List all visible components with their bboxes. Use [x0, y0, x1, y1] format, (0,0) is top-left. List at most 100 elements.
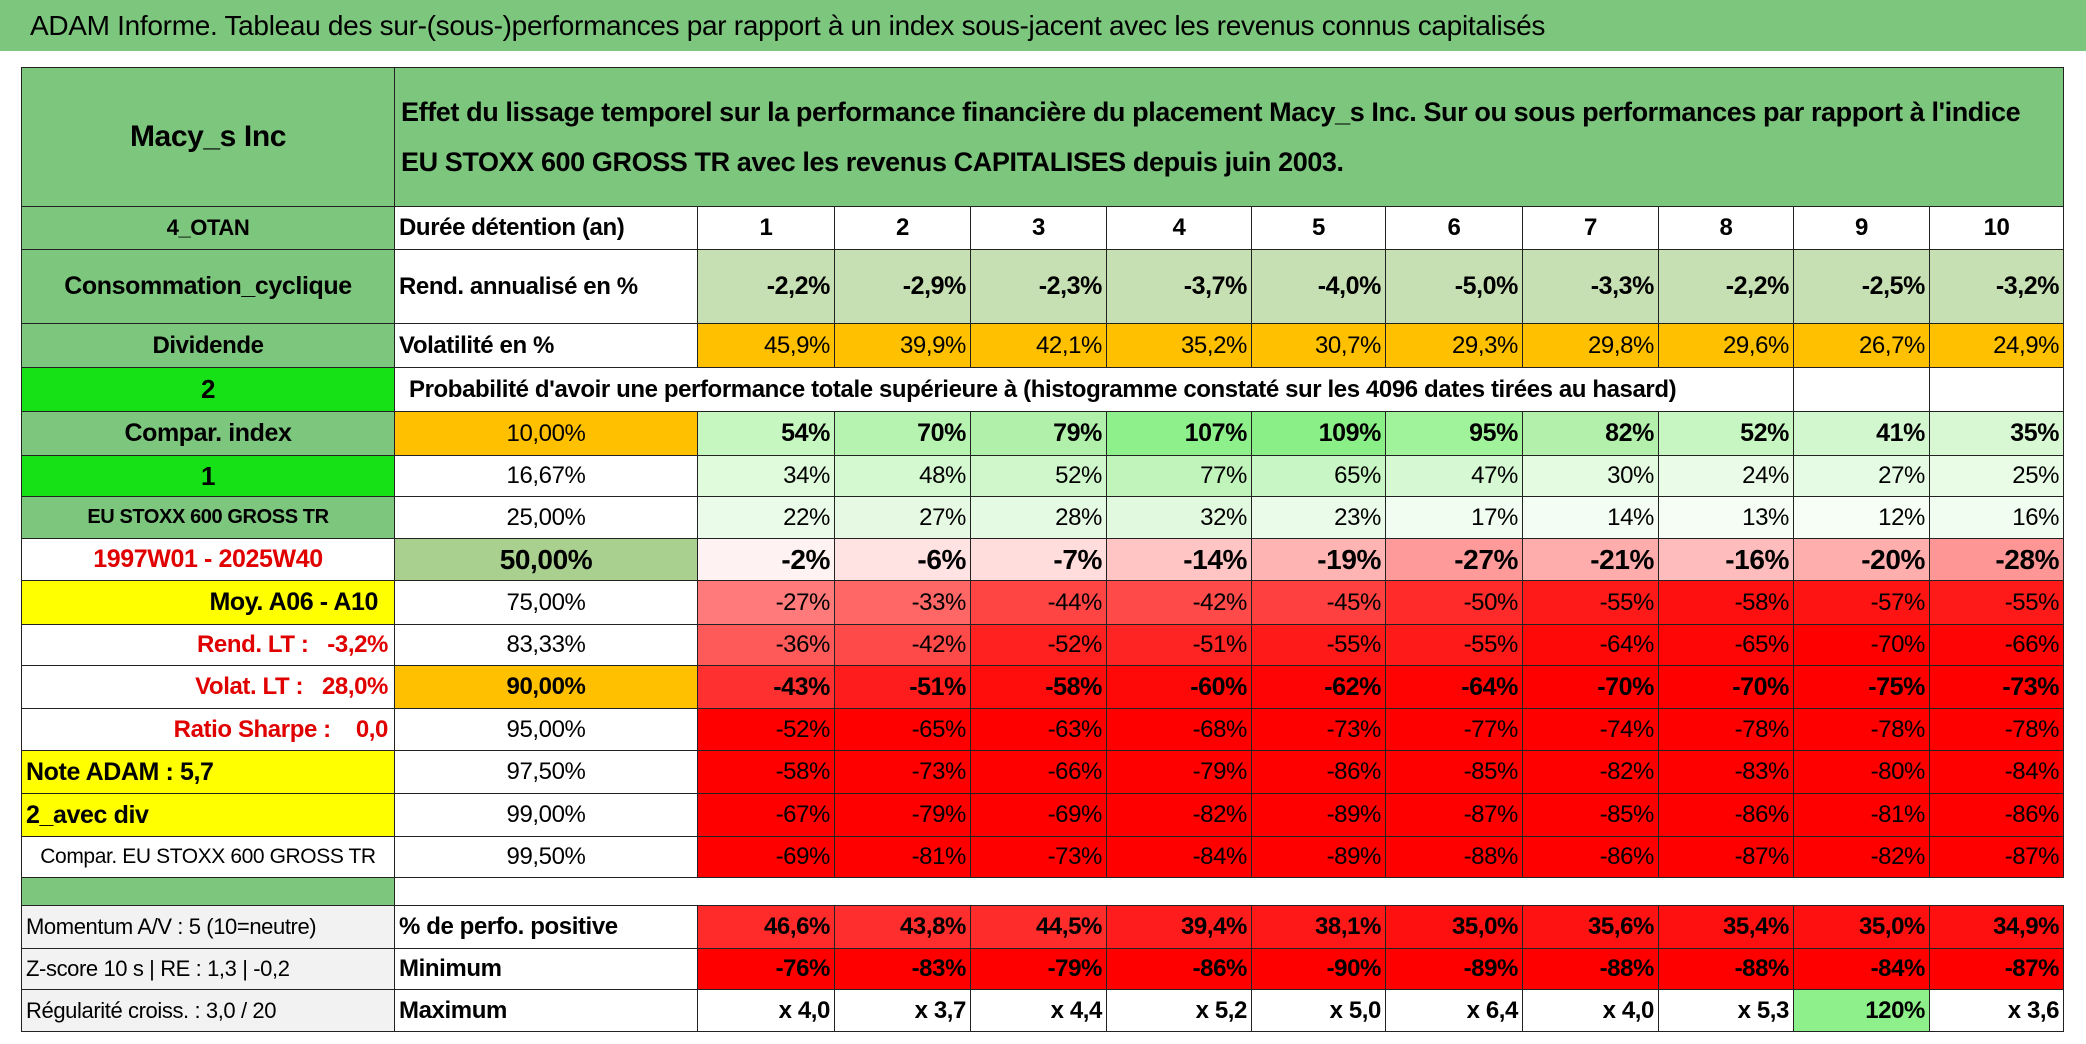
- value-cell: 29,6%: [1658, 323, 1794, 368]
- value-cell: -86%: [1928, 793, 2065, 837]
- value-cell: -86%: [1522, 836, 1659, 878]
- value-cell: -83%: [834, 948, 971, 990]
- row-label: Z-score 10 s | RE : 1,3 | -0,2: [21, 948, 395, 990]
- page-title: ADAM Informe. Tableau des sur-(sous-)per…: [0, 0, 2086, 51]
- value-cell: -27%: [1385, 538, 1523, 581]
- value-cell: -33%: [834, 580, 971, 625]
- table-row: Dividende Volatilité en % 45,9% 39,9% 42,1% 3…: [21, 323, 2065, 368]
- value-cell: -73%: [1928, 665, 2065, 709]
- value-cell: x 6,4: [1385, 989, 1523, 1032]
- value-cell: 24%: [1658, 455, 1794, 497]
- table-row: Compar. EU STOXX 600 GROSS TR 99,50% -69% -…: [21, 836, 2065, 878]
- value-cell: -2%: [697, 538, 835, 581]
- row-metric: Rend. annualisé en %: [394, 249, 698, 324]
- row-label: Note ADAM : 5,7: [21, 750, 395, 794]
- value-cell: x 4,0: [697, 989, 835, 1032]
- value-cell: -88%: [1658, 948, 1794, 990]
- value-cell: -85%: [1385, 750, 1523, 794]
- value-cell: -73%: [970, 836, 1107, 878]
- value-cell: -74%: [1522, 708, 1659, 751]
- value-cell: -87%: [1928, 836, 2065, 878]
- value-cell: 41%: [1793, 411, 1930, 456]
- value-cell: 27%: [834, 496, 971, 539]
- row-label: 1997W01 - 2025W40: [21, 538, 395, 581]
- row-label: Dividende: [21, 323, 395, 368]
- value-cell: -4,0%: [1251, 249, 1386, 324]
- value-cell: -82%: [1106, 793, 1252, 837]
- value-cell: -55%: [1522, 580, 1659, 625]
- value-cell: 4: [1106, 206, 1252, 250]
- value-cell: -80%: [1793, 750, 1930, 794]
- value-cell: -70%: [1522, 665, 1659, 709]
- row-label: Moy. A06 - A10: [21, 580, 395, 625]
- value-cell: -84%: [1793, 948, 1930, 990]
- value-cell: -75%: [1793, 665, 1930, 709]
- row-metric: 90,00%: [394, 665, 698, 709]
- value-cell: -14%: [1106, 538, 1252, 581]
- value-cell: -87%: [1928, 948, 2065, 990]
- value-cell: -67%: [697, 793, 835, 837]
- value-cell: -65%: [1658, 624, 1794, 666]
- value-cell: -66%: [1928, 624, 2065, 666]
- row-metric: Volatilité en %: [394, 323, 698, 368]
- value-cell: 24,9%: [1928, 323, 2065, 368]
- value-cell: -57%: [1793, 580, 1930, 625]
- value-cell: -43%: [697, 665, 835, 709]
- value-cell: 82%: [1522, 411, 1659, 456]
- value-cell: 35,0%: [1793, 905, 1930, 949]
- value-cell: 48%: [834, 455, 971, 497]
- value-cell: -2,3%: [970, 249, 1107, 324]
- row-metric: 95,00%: [394, 708, 698, 751]
- row-metric: Maximum: [394, 989, 698, 1032]
- value-cell: 77%: [1106, 455, 1252, 497]
- value-cell: -52%: [697, 708, 835, 751]
- value-cell: -28%: [1928, 538, 2065, 581]
- value-cell: 35,4%: [1658, 905, 1794, 949]
- row-label: Volat. LT : 28,0%: [21, 665, 395, 709]
- empty-cell: [1793, 367, 1930, 412]
- value-cell: -70%: [1793, 624, 1930, 666]
- value-cell: -21%: [1522, 538, 1659, 581]
- table-row: Volat. LT : 28,0% 90,00% -43% -51% -58% -60% -…: [21, 665, 2065, 709]
- note-text: Probabilité d'avoir une performance tota…: [394, 367, 1794, 412]
- value-cell: -87%: [1385, 793, 1523, 837]
- value-cell: -27%: [697, 580, 835, 625]
- value-cell: -82%: [1793, 836, 1930, 878]
- value-cell: 34,9%: [1928, 905, 2065, 949]
- value-cell: 17%: [1385, 496, 1523, 539]
- value-cell: -79%: [1106, 750, 1252, 794]
- row-label: Compar. EU STOXX 600 GROSS TR: [21, 836, 395, 878]
- value-cell: 10: [1928, 206, 2065, 250]
- row-label: EU STOXX 600 GROSS TR: [21, 496, 395, 539]
- value-cell: -78%: [1928, 708, 2065, 751]
- value-cell: x 4,4: [970, 989, 1107, 1032]
- value-cell: -78%: [1793, 708, 1930, 751]
- value-cell: 16%: [1928, 496, 2065, 539]
- row-label: 2_avec div: [21, 793, 395, 837]
- value-cell: 29,8%: [1522, 323, 1659, 368]
- value-cell: -2,9%: [834, 249, 971, 324]
- value-cell: -66%: [970, 750, 1107, 794]
- value-cell: -2,5%: [1793, 249, 1930, 324]
- value-cell: -58%: [1658, 580, 1794, 625]
- value-cell: -89%: [1251, 836, 1386, 878]
- value-cell: -52%: [970, 624, 1107, 666]
- value-cell: 13%: [1658, 496, 1794, 539]
- value-cell: -64%: [1522, 624, 1659, 666]
- performance-table: Macy_s Inc Effet du lissage temporel sur …: [21, 67, 2065, 1032]
- table-row: Rend. LT : -3,2% 83,33% -36% -42% -52% -51% -5…: [21, 624, 2065, 666]
- row-metric: Minimum: [394, 948, 698, 990]
- row-metric: 16,67%: [394, 455, 698, 497]
- value-cell: -88%: [1522, 948, 1659, 990]
- value-cell: -42%: [834, 624, 971, 666]
- value-cell: -68%: [1106, 708, 1252, 751]
- value-cell: -73%: [1251, 708, 1386, 751]
- row-label: Momentum A/V : 5 (10=neutre): [21, 905, 395, 949]
- value-cell: x 5,3: [1658, 989, 1794, 1032]
- table-row: Ratio Sharpe : 0,0 95,00% -52% -65% -63% -68%…: [21, 708, 2065, 751]
- value-cell: 39,9%: [834, 323, 971, 368]
- value-cell: -51%: [1106, 624, 1252, 666]
- value-cell: -45%: [1251, 580, 1386, 625]
- value-cell: -55%: [1251, 624, 1386, 666]
- table-row: 2 Probabilité d'avoir une performance tot…: [21, 367, 2065, 412]
